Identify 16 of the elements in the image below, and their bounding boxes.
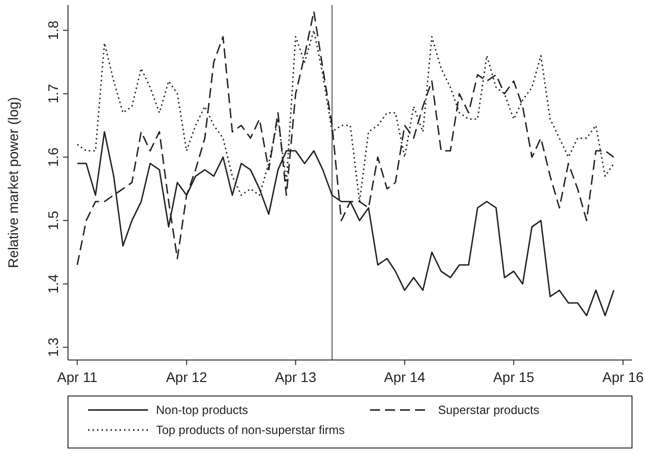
x-tick-label: Apr 15 xyxy=(493,369,535,385)
y-tick-label: 1.3 xyxy=(45,337,61,358)
x-tick-label: Apr 13 xyxy=(275,369,316,385)
y-tick-label: 1.4 xyxy=(45,274,61,294)
y-tick-label: 1.7 xyxy=(45,84,61,104)
y-tick-label: 1.8 xyxy=(45,20,61,40)
legend-label: Superstar products xyxy=(438,403,540,417)
x-tick-label: Apr 14 xyxy=(384,369,426,385)
x-tick-label: Apr 11 xyxy=(57,369,98,385)
y-tick-label: 1.5 xyxy=(45,210,61,230)
y-axis-title: Relative market power (log) xyxy=(5,96,21,268)
legend-label: Non-top products xyxy=(156,403,248,417)
x-tick-label: Apr 12 xyxy=(166,369,208,385)
legend-label: Top products of non-superstar firms xyxy=(156,423,345,437)
y-tick-label: 1.6 xyxy=(45,147,61,167)
x-tick-label: Apr 16 xyxy=(602,369,644,385)
